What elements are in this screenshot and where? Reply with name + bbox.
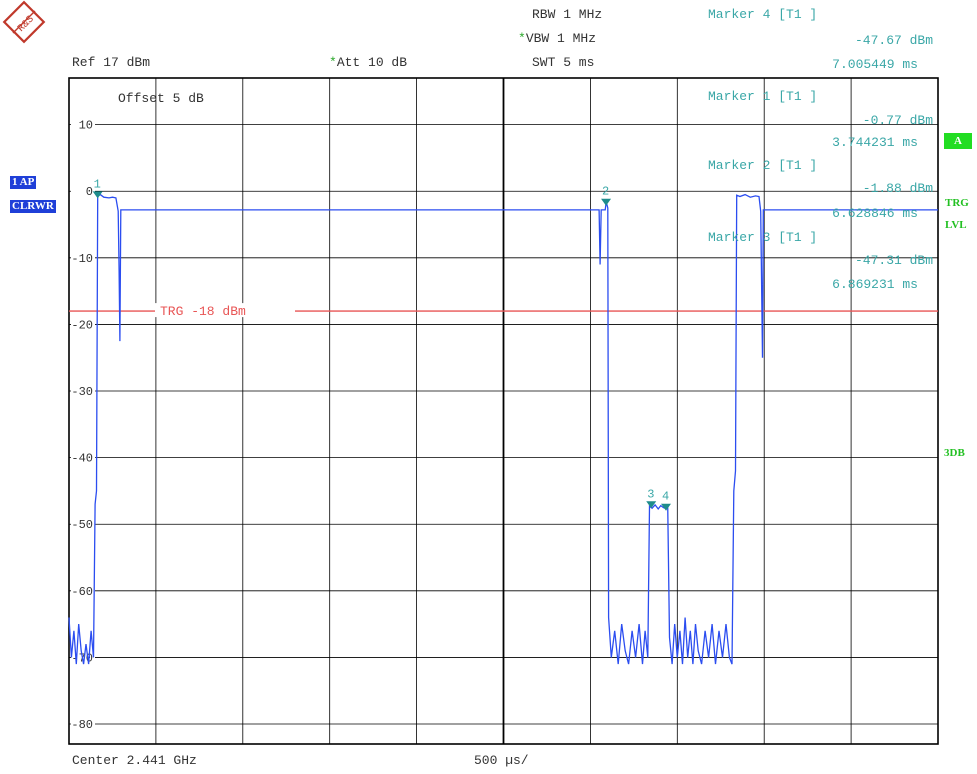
y-tick-bg: [71, 516, 95, 531]
y-tick-bg: [71, 582, 95, 597]
marker-4-label: 4: [662, 490, 669, 504]
marker-readout-title: Marker 3 [T1 ]: [708, 230, 817, 245]
trigger-label: TRG -18 dBm: [160, 304, 246, 319]
trace-mode-clrwr: CLRWR: [10, 200, 56, 213]
y-tick-label: -40: [71, 452, 93, 466]
offset-label: Offset 5 dB: [118, 91, 204, 106]
attenuation: Att 10 dB: [336, 55, 408, 70]
markers: 1 2 3 4: [92, 177, 672, 511]
trigger-indicator: TRG: [945, 197, 969, 209]
marker-readout-title: Marker 1 [T1 ]: [708, 89, 817, 104]
marker-readouts: Marker 4 [T1 ] -47.67 dBm 7.005449 ms Marke…: [708, 7, 933, 292]
y-tick-bg: [71, 116, 95, 131]
marker-readout-level: -0.77 dBm: [863, 113, 933, 128]
marker-3-label: 3: [647, 487, 654, 501]
y-tick-bg: [71, 449, 95, 464]
marker-readout-level: -47.31 dBm: [855, 253, 933, 268]
marker-readout-time: 7.005449 ms: [832, 57, 918, 72]
marker-readout-level: -47.67 dBm: [855, 33, 933, 48]
marker-readout-time: 3.744231 ms: [832, 135, 918, 150]
y-tick-label: -10: [71, 252, 93, 266]
channel-a-indicator: A: [944, 133, 972, 149]
ref-level: Ref 17 dBm: [72, 55, 151, 70]
marker-2-triangle: [601, 198, 612, 206]
3db-indicator: 3DB: [944, 447, 965, 459]
marker-readout-time: 6.869231 ms: [832, 277, 918, 292]
marker-2-label: 2: [602, 185, 609, 199]
marker-readout-time: 6.628846 ms: [832, 206, 918, 221]
marker-3-triangle: [646, 501, 657, 509]
y-tick-bg: [71, 316, 95, 331]
marker-readout-level: -1.88 dBm: [863, 181, 933, 196]
marker-1-triangle: [92, 191, 103, 199]
time-per-division: 500 µs/: [474, 753, 529, 768]
marker-readout-title: Marker 2 [T1 ]: [708, 158, 817, 173]
trace-mode-ap: 1 AP: [10, 176, 37, 189]
grid: [68, 77, 939, 745]
y-tick-label: -80: [71, 718, 93, 732]
y-tick-label: -20: [71, 318, 93, 332]
center-frequency: Center 2.441 GHz: [72, 753, 197, 768]
rs-logo: R&S: [2, 0, 46, 44]
level-indicator: LVL: [945, 219, 967, 231]
marker-1-label: 1: [94, 177, 101, 191]
y-tick-label: -60: [71, 585, 93, 599]
y-tick-label: -50: [71, 518, 93, 532]
y-tick-bg: [71, 183, 95, 198]
trigger-level-group: TRG -18 dBm: [69, 303, 938, 319]
rbw: RBW 1 MHz: [532, 7, 603, 22]
att-changed-star: *: [329, 55, 337, 70]
marker-4-triangle: [661, 503, 672, 511]
y-tick-label: 0: [86, 185, 93, 199]
attenuation-group: *Att 10 dB: [329, 55, 407, 70]
sweep-time: SWT 5 ms: [532, 55, 595, 70]
y-tick-label: -30: [71, 385, 93, 399]
y-tick-bg: [71, 716, 95, 731]
trigger-label-bg: [155, 303, 295, 318]
vbw-group: *VBW 1 MHz: [518, 31, 596, 46]
trace-line: [68, 193, 938, 665]
y-tick-bg: [71, 249, 95, 264]
vbw: VBW 1 MHz: [525, 31, 597, 46]
marker-readout-title: Marker 4 [T1 ]: [708, 7, 817, 22]
y-tick-bg: [71, 383, 95, 398]
y-tick-label: 10: [79, 119, 93, 133]
vbw-changed-star: *: [518, 31, 526, 46]
